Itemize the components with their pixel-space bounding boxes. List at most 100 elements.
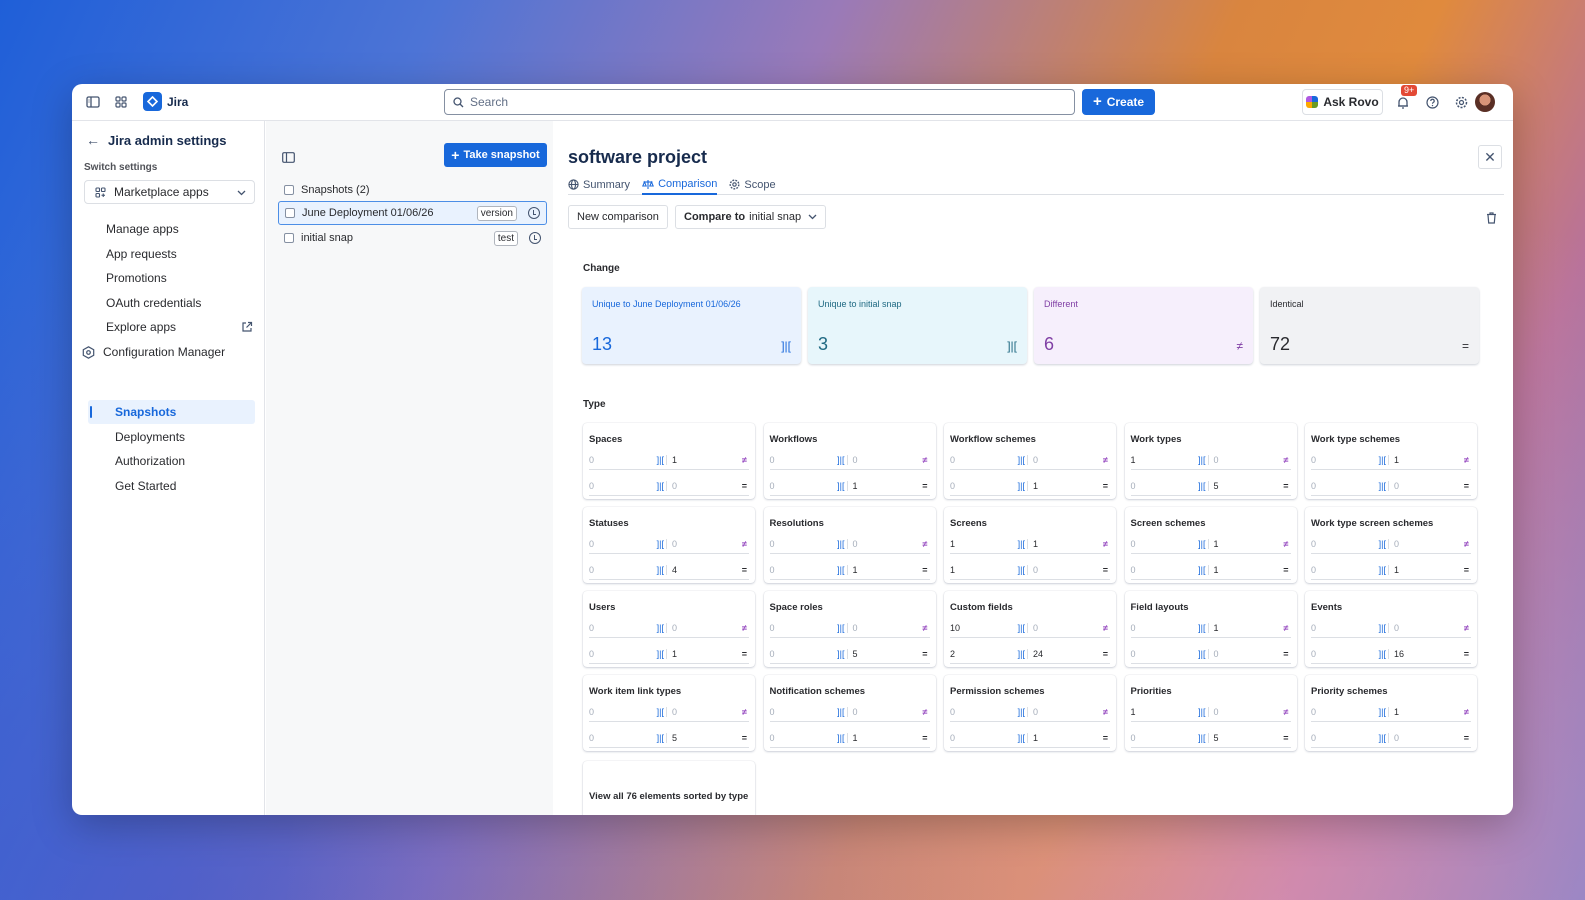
sidebar-item-oauth-credentials[interactable]: OAuth credentials bbox=[106, 296, 202, 310]
unique-right-icon: ]|[ bbox=[1017, 732, 1025, 743]
unique-left-icon: ]|[ bbox=[1378, 622, 1386, 633]
count-value: 0 bbox=[1033, 706, 1039, 717]
equal-icon: = bbox=[1102, 732, 1108, 743]
count-cell: 0]|[ bbox=[1131, 565, 1208, 575]
type-card[interactable]: Screen schemes 0]|[1 ≠ 0]|[1 = bbox=[1125, 507, 1297, 583]
unique-left-icon: ]|[ bbox=[656, 538, 664, 549]
count-cell: 1 = bbox=[1207, 564, 1291, 575]
type-card[interactable]: Space roles 0]|[0 ≠ 0]|[5 = bbox=[764, 591, 936, 667]
type-card[interactable]: Field layouts 0]|[1 ≠ 0]|[0 = bbox=[1125, 591, 1297, 667]
not-equal-icon: ≠ bbox=[1103, 538, 1108, 549]
snapshot-row[interactable]: initial snap test bbox=[278, 226, 547, 250]
count-value: 1 bbox=[852, 732, 858, 743]
type-card[interactable]: Work type schemes 0]|[1 ≠ 0]|[0 = bbox=[1305, 423, 1477, 499]
sidebar-header[interactable]: ← Jira admin settings bbox=[86, 132, 226, 148]
type-card[interactable]: Work type screen schemes 0]|[0 ≠ 0]|[1 = bbox=[1305, 507, 1477, 583]
view-all-elements-link[interactable]: View all 76 elements sorted by type bbox=[583, 761, 755, 815]
sidebar-item-explore-apps[interactable]: Explore apps bbox=[106, 320, 177, 334]
count-value: 0 bbox=[1311, 454, 1317, 465]
unique-left-icon: ]|[ bbox=[837, 454, 845, 465]
type-card[interactable]: Workflow schemes 0]|[0 ≠ 0]|[1 = bbox=[944, 423, 1116, 499]
user-avatar[interactable] bbox=[1475, 92, 1495, 112]
unique-right-icon: ]|[ bbox=[1378, 648, 1386, 659]
count-cell: 0]|[ bbox=[770, 707, 847, 717]
type-card[interactable]: Workflows 0]|[0 ≠ 0]|[1 = bbox=[764, 423, 936, 499]
not-equal-icon: ≠ bbox=[742, 706, 747, 717]
type-card[interactable]: Screens 1]|[1 ≠ 1]|[0 = bbox=[944, 507, 1116, 583]
compare-to-select[interactable]: Compare to initial snap bbox=[675, 205, 827, 229]
external-link-icon[interactable] bbox=[241, 320, 253, 338]
type-card-row: 1]|[0 ≠ bbox=[1130, 702, 1291, 722]
tab-scope[interactable]: Scope bbox=[729, 175, 776, 194]
select-all-checkbox[interactable] bbox=[284, 185, 294, 195]
type-card-row: 0]|[1 ≠ bbox=[1130, 618, 1291, 638]
close-button[interactable]: ✕ bbox=[1478, 145, 1502, 169]
sidebar-item-app-requests[interactable]: App requests bbox=[106, 247, 177, 261]
app-switcher-icon[interactable] bbox=[110, 91, 132, 113]
settings-gear-icon[interactable] bbox=[1450, 91, 1472, 113]
count-value: 0 bbox=[769, 622, 775, 633]
collapse-panel-icon[interactable] bbox=[282, 150, 295, 168]
count-value: 0 bbox=[769, 454, 775, 465]
ask-rovo-button[interactable]: Ask Rovo bbox=[1302, 89, 1383, 115]
sidebar-item-authorization[interactable]: Authorization bbox=[115, 454, 186, 468]
trash-icon[interactable] bbox=[1486, 211, 1497, 229]
type-card-row: 0]|[1 = bbox=[769, 476, 930, 496]
count-value: 1 bbox=[672, 648, 678, 659]
type-card-title: Users bbox=[589, 602, 616, 613]
sidebar-item-snapshots[interactable]: Snapshots bbox=[115, 405, 177, 419]
change-card[interactable]: Unique to June Deployment 01/06/26 13]|[ bbox=[582, 287, 801, 364]
type-card[interactable]: Work item link types 0]|[0 ≠ 0]|[5 = bbox=[583, 675, 755, 751]
snapshot-checkbox[interactable] bbox=[284, 233, 294, 243]
count-cell: 5 = bbox=[1207, 480, 1291, 491]
count-value: 1 bbox=[1213, 564, 1219, 575]
switch-settings-select[interactable]: Marketplace apps bbox=[84, 180, 255, 204]
change-card[interactable]: Unique to initial snap 3]|[ bbox=[808, 287, 1027, 364]
sidebar-item-manage-apps[interactable]: Manage apps bbox=[106, 222, 179, 236]
help-icon[interactable] bbox=[1421, 91, 1443, 113]
sidebar-item-get-started[interactable]: Get Started bbox=[115, 479, 177, 493]
search-input[interactable]: Search bbox=[444, 89, 1075, 115]
snapshots-count-label: Snapshots (2) bbox=[301, 184, 370, 196]
change-card[interactable]: Different 6 ≠ bbox=[1034, 287, 1253, 364]
change-card[interactable]: Identical 72 = bbox=[1260, 287, 1479, 364]
not-equal-icon: ≠ bbox=[922, 454, 928, 465]
count-cell: 0]|[ bbox=[589, 707, 666, 717]
snapshot-checkbox[interactable] bbox=[285, 208, 295, 218]
type-card-title: Permission schemes bbox=[950, 686, 1045, 697]
clock-icon[interactable] bbox=[528, 207, 540, 219]
sidebar-item-configuration-manager[interactable]: Configuration Manager bbox=[82, 345, 225, 359]
type-card-title: Work type schemes bbox=[1311, 434, 1401, 445]
type-card[interactable]: Resolutions 0]|[0 ≠ 0]|[1 = bbox=[764, 507, 936, 583]
count-value: 0 bbox=[1394, 480, 1400, 491]
sidebar-item-promotions[interactable]: Promotions bbox=[106, 271, 167, 285]
type-card-title: Work item link types bbox=[589, 686, 682, 697]
count-value: 0 bbox=[1130, 538, 1136, 549]
jira-logo[interactable]: Jira bbox=[143, 92, 188, 111]
create-button[interactable]: + Create bbox=[1082, 89, 1155, 115]
unique-right-icon: ]|[ bbox=[656, 648, 664, 659]
tab-summary[interactable]: Summary bbox=[568, 175, 630, 194]
snapshot-row[interactable]: June Deployment 01/06/26 version bbox=[278, 201, 547, 225]
sidebar-item-deployments[interactable]: Deployments bbox=[115, 430, 186, 444]
type-card[interactable]: Priorities 1]|[0 ≠ 0]|[5 = bbox=[1125, 675, 1297, 751]
notifications-button[interactable]: 9+ bbox=[1392, 85, 1418, 113]
tab-comparison[interactable]: Comparison bbox=[642, 175, 718, 195]
sidebar-toggle-icon[interactable] bbox=[82, 91, 104, 113]
type-card[interactable]: Statuses 0]|[0 ≠ 0]|[4 = bbox=[583, 507, 755, 583]
count-cell: 0 ≠ bbox=[846, 454, 930, 465]
type-card[interactable]: Notification schemes 0]|[0 ≠ 0]|[1 = bbox=[764, 675, 936, 751]
type-card[interactable]: Users 0]|[0 ≠ 0]|[1 = bbox=[583, 591, 755, 667]
type-card[interactable]: Permission schemes 0]|[0 ≠ 0]|[1 = bbox=[944, 675, 1116, 751]
clock-icon[interactable] bbox=[529, 232, 541, 244]
type-card[interactable]: Work types 1]|[0 ≠ 0]|[5 = bbox=[1125, 423, 1297, 499]
type-card[interactable]: Priority schemes 0]|[1 ≠ 0]|[0 = bbox=[1305, 675, 1477, 751]
type-card[interactable]: Events 0]|[0 ≠ 0]|[16 = bbox=[1305, 591, 1477, 667]
compare-to-label: Compare to bbox=[684, 211, 746, 223]
back-arrow-icon[interactable]: ← bbox=[86, 132, 100, 148]
new-comparison-button[interactable]: New comparison bbox=[568, 205, 668, 229]
take-snapshot-button[interactable]: + Take snapshot bbox=[444, 143, 547, 167]
type-card[interactable]: Custom fields 10]|[0 ≠ 2]|[24 = bbox=[944, 591, 1116, 667]
type-card[interactable]: Spaces 0]|[1 ≠ 0]|[0 = bbox=[583, 423, 755, 499]
count-value: 0 bbox=[1213, 454, 1219, 465]
